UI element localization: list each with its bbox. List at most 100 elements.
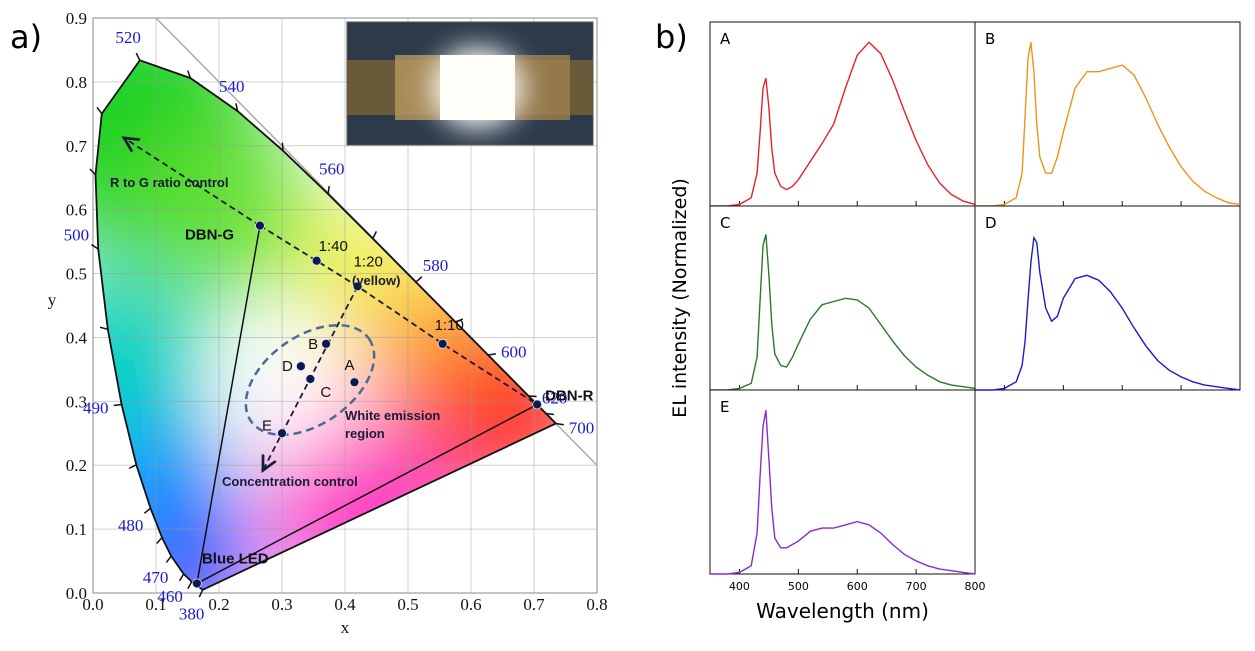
locus-tick [89, 168, 96, 176]
y-tick-label: 0.3 [66, 392, 87, 411]
point-label: 1:40 [319, 238, 348, 255]
y-tick-label: 0.7 [66, 137, 88, 156]
gamut-blob [95, 273, 209, 453]
y-axis-label: EL intensity (Normalized) [669, 178, 691, 418]
panel-frame [974, 205, 1241, 391]
y-tick-label: 0.4 [66, 328, 88, 347]
x-axis-label: x [341, 618, 350, 637]
locus-tick [545, 412, 555, 416]
panel-letter: b) [655, 18, 688, 56]
locus-tick [99, 326, 109, 331]
annotation: R to G ratio control [110, 175, 228, 190]
x-tick-label: 0.5 [397, 595, 418, 614]
panel-label: D [985, 214, 997, 232]
wavelength-label: 700 [569, 419, 595, 438]
x-axis-label: Wavelength (nm) [756, 599, 929, 623]
wavelength-label: 620 [542, 389, 568, 408]
point-label: DBN-G [185, 227, 234, 244]
gamut-blob [129, 119, 309, 300]
gamut-blob [240, 328, 361, 449]
point-label: 1:20 [354, 253, 383, 270]
wavelength-label: 460 [157, 587, 183, 606]
data-point [352, 281, 363, 292]
point-label: E [262, 417, 272, 434]
x-tick-label: 0.0 [82, 595, 103, 614]
data-point [277, 428, 287, 439]
wavelength-label: 540 [219, 77, 245, 96]
y-tick-label: 0.8 [66, 73, 87, 92]
locus-tick [555, 422, 564, 426]
x-tick-label: 700 [906, 580, 927, 593]
x-tick-label: 0.8 [586, 595, 607, 614]
panel-label: C [720, 214, 730, 232]
x-tick-label: 600 [847, 580, 868, 593]
locus-tick [156, 537, 163, 545]
y-tick-label: 0.2 [66, 456, 87, 475]
data-point [437, 338, 448, 349]
locus-tick [128, 464, 137, 470]
point-label: DBN-R [545, 388, 593, 405]
point-label: B [308, 336, 318, 353]
data-point [305, 374, 316, 384]
x-tick-label: 0.3 [271, 595, 292, 614]
point-label: 1:10 [435, 317, 464, 334]
point-label: A [344, 357, 354, 374]
spectrum [710, 41, 976, 207]
wavelength-label: 380 [179, 604, 205, 623]
x-tick-label: 800 [965, 580, 986, 593]
locus-tick [415, 276, 423, 283]
point-label: C [320, 384, 331, 401]
annotation: Concentration control [222, 474, 358, 489]
wavelength-label: 580 [423, 256, 449, 275]
locus-tick [198, 589, 204, 598]
y-tick-label: 0.0 [66, 584, 87, 603]
spectral-locus [94, 59, 558, 591]
y-tick-label: 0.6 [66, 201, 87, 220]
panel-frame [709, 21, 976, 207]
locus-tick [235, 103, 239, 112]
locus-tick [135, 52, 141, 61]
x-tick-label: 0.2 [208, 595, 229, 614]
y-tick-label: 0.9 [66, 9, 87, 28]
panel-frame [974, 21, 1241, 207]
point-label: Blue LED [202, 550, 269, 567]
locus-tick [327, 185, 330, 195]
locus-tick [178, 573, 185, 582]
panel-frame [709, 205, 976, 391]
x-tick-label: 400 [729, 580, 750, 593]
locus-tick [372, 231, 378, 239]
plot-frame [92, 17, 598, 594]
wavelength-label: 520 [115, 28, 141, 47]
wavelength-label: 480 [118, 516, 144, 535]
annotation: region [345, 426, 385, 441]
data-point [255, 220, 265, 231]
panel-letter: a) [10, 18, 42, 56]
locus-tick [96, 106, 103, 115]
spectrum [975, 42, 1241, 207]
x-tick-label: 0.7 [523, 595, 545, 614]
annotation: (yellow) [352, 273, 400, 288]
locus-tick [487, 353, 497, 356]
ratio-arrow [126, 139, 261, 227]
panel-label: B [985, 30, 995, 48]
x-tick-label: 0.4 [334, 595, 356, 614]
locus-tick [281, 142, 284, 151]
locus-tick [187, 581, 193, 590]
data-point [321, 338, 332, 349]
wavelength-label: 470 [143, 568, 169, 587]
x-tick-label: 0.1 [145, 595, 166, 614]
tie-line [196, 225, 261, 584]
locus-tick [165, 555, 172, 563]
wavelength-label: 560 [319, 159, 345, 178]
locus-tick [113, 403, 122, 407]
locus-tick [91, 244, 99, 250]
data-point [192, 578, 202, 589]
panel-frame [709, 389, 976, 575]
y-tick-label: 0.1 [66, 520, 87, 539]
data-point [311, 255, 322, 266]
wavelength-label: 600 [501, 342, 527, 361]
tie-line [196, 403, 538, 585]
wavelength-label: 490 [83, 399, 109, 418]
white-region [244, 323, 376, 437]
spectrum [710, 234, 976, 391]
